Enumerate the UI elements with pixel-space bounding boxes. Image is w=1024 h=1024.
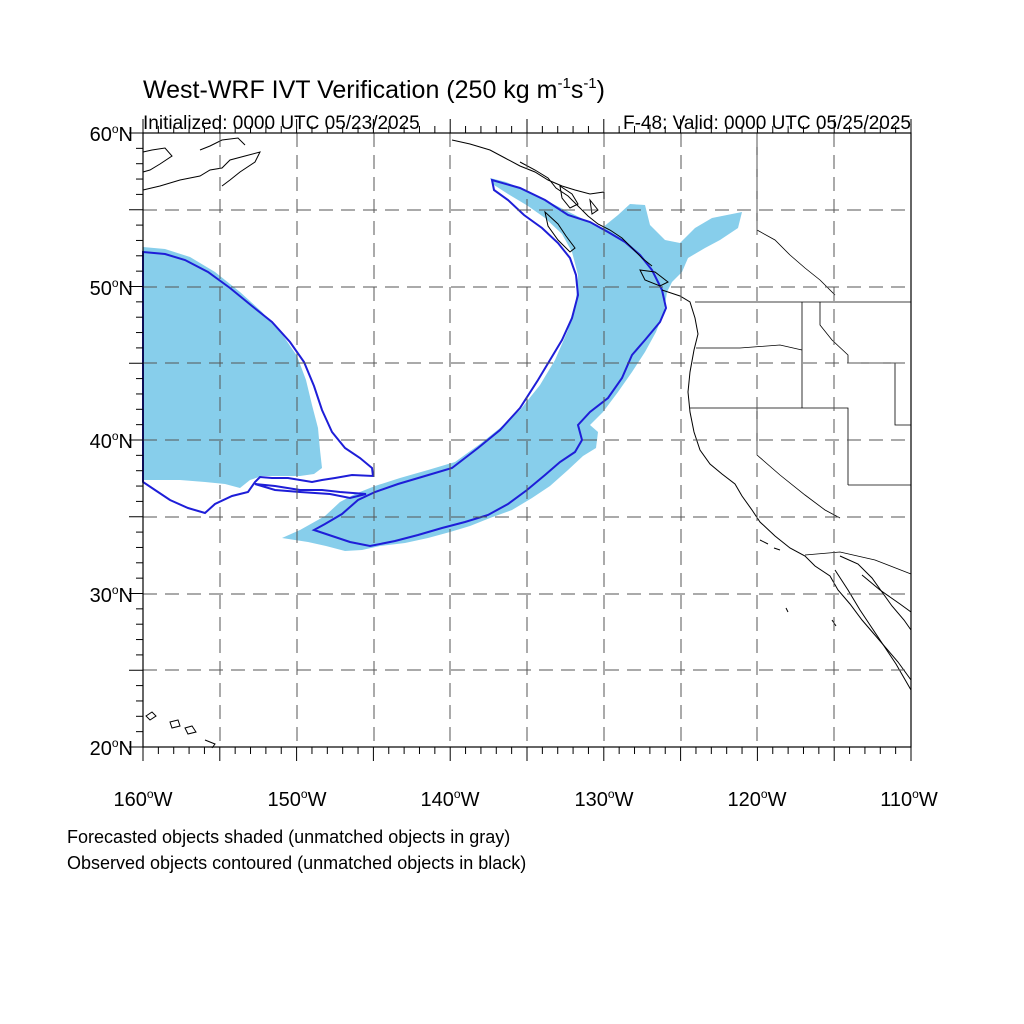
observed-contour-inner bbox=[254, 483, 367, 500]
forecast-object-western bbox=[143, 247, 322, 488]
legend-observed-note: Observed objects contoured (unmatched ob… bbox=[67, 853, 526, 873]
graticule bbox=[143, 133, 911, 747]
longitude-labels: 160oW 150oW 140oW 130oW 120oW 110oW bbox=[114, 787, 938, 811]
lat-label-40: 40oN bbox=[90, 429, 133, 453]
coastlines bbox=[142, 137, 912, 749]
lon-label-120: 120oW bbox=[728, 787, 787, 811]
init-time-label: Initialized: 0000 UTC 05/23/2025 bbox=[143, 113, 420, 134]
mexico-coast bbox=[861, 574, 912, 613]
forecast-object-river bbox=[282, 178, 742, 551]
lat-label-30: 30oN bbox=[90, 583, 133, 607]
us-west-coast bbox=[661, 289, 912, 681]
legend-forecast-note: Forecasted objects shaded (unmatched obj… bbox=[67, 827, 510, 847]
tick-marks bbox=[129, 119, 912, 761]
wa-or-border bbox=[696, 344, 803, 351]
lon-label-140: 140oW bbox=[421, 787, 480, 811]
bc-coast bbox=[519, 161, 669, 287]
forecast-objects bbox=[143, 178, 742, 551]
idaho-border bbox=[801, 302, 911, 426]
observed-contour-western bbox=[142, 250, 375, 515]
us-mexico-border bbox=[804, 551, 912, 575]
alaska-coast bbox=[142, 137, 605, 200]
lon-label-150: 150oW bbox=[268, 787, 327, 811]
hawaii-islands bbox=[145, 711, 216, 749]
observed-objects bbox=[142, 178, 668, 548]
or-ca-border bbox=[690, 407, 849, 485]
lat-label-50: 50oN bbox=[90, 276, 133, 300]
lon-label-110: 110oW bbox=[880, 787, 938, 811]
latitude-labels: 60oN 50oN 40oN 30oN 20oN bbox=[90, 122, 133, 760]
observed-contour-river bbox=[311, 178, 668, 548]
lon-label-130: 130oW bbox=[575, 787, 634, 811]
lat-label-20: 20oN bbox=[90, 736, 133, 760]
lat-label-60: 60oN bbox=[90, 122, 133, 146]
channel-islands bbox=[759, 539, 837, 627]
map-title: West-WRF IVT Verification (250 kg m-1s-1… bbox=[143, 75, 605, 104]
valid-time-label: F-48: Valid: 0000 UTC 05/25/2025 bbox=[623, 113, 911, 134]
map-panel bbox=[129, 119, 912, 761]
lon-label-160: 160oW bbox=[114, 787, 173, 811]
